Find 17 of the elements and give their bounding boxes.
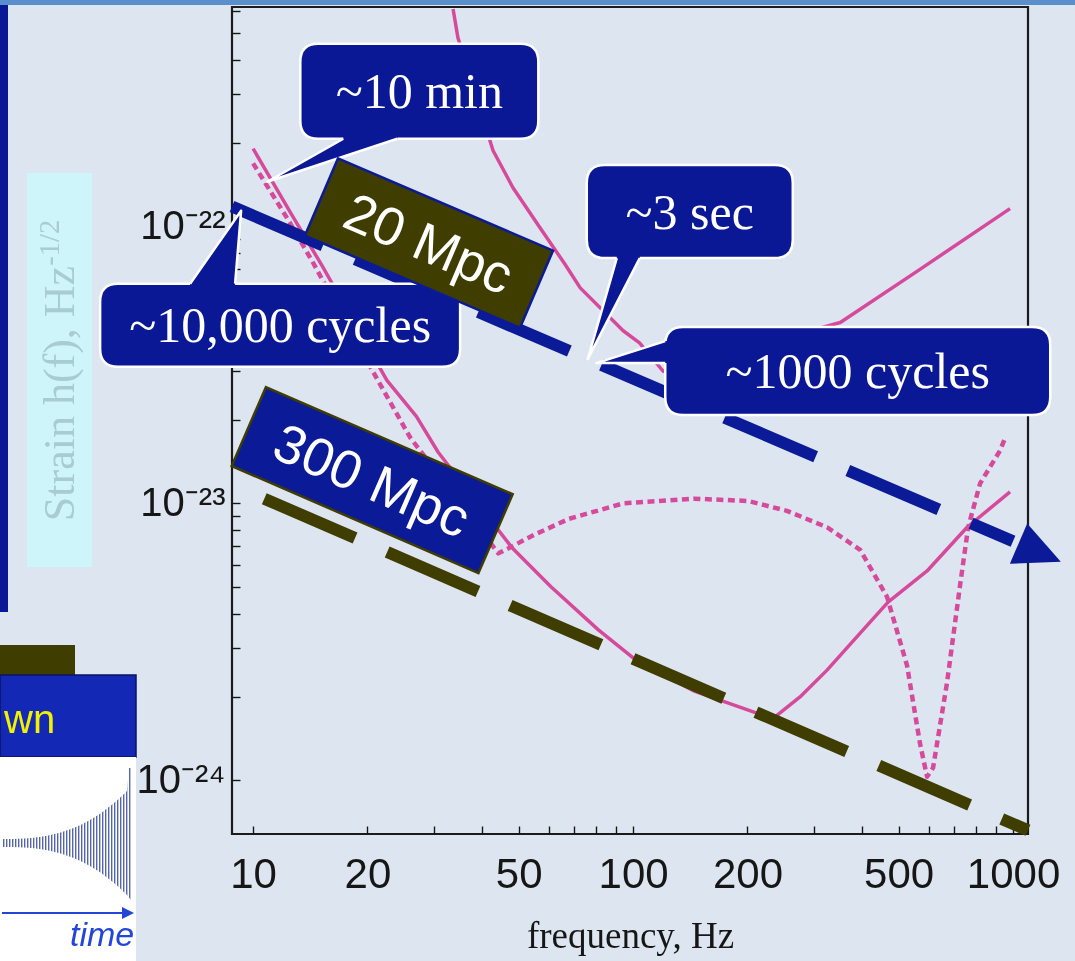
x-tick-label: 200 — [712, 849, 783, 897]
x-tick-label: 1000 — [966, 849, 1061, 897]
annotation: ~1000 cycles — [725, 343, 990, 400]
x-tick-label: 20 — [344, 849, 392, 897]
y-tick-label: 10⁻²² — [140, 202, 226, 247]
y-tick-label: 10⁻²³ — [140, 479, 226, 524]
annotation: ~10 min — [335, 63, 503, 120]
x-tick-label: 50 — [495, 849, 543, 897]
text: time — [70, 915, 135, 953]
x-axis-title: frequency, Hz — [526, 914, 735, 956]
x-tick-label: 10 — [230, 849, 277, 897]
text: 300 Mpc — [265, 411, 480, 549]
x-tick-label: 500 — [864, 849, 935, 897]
x-tick-label: 100 — [598, 849, 669, 897]
text: wn — [3, 697, 56, 741]
annotation: ~3 sec — [625, 183, 754, 240]
y-tick-label: 10⁻²⁴ — [136, 756, 226, 801]
